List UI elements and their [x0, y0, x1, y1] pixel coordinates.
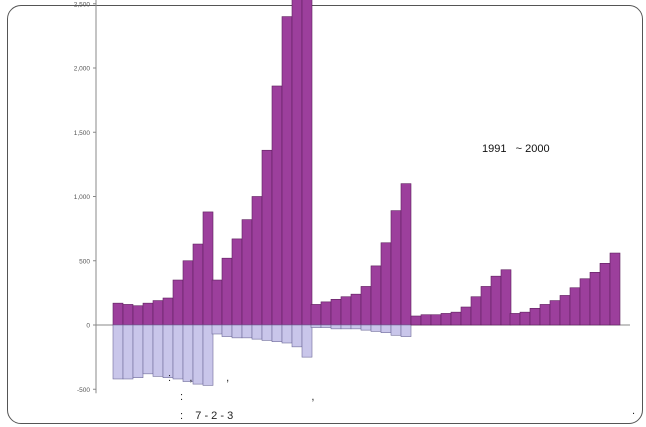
- bar-group1-pos-5: [152, 300, 164, 326]
- bar-group3-neg-10: [400, 324, 412, 337]
- bar-group4-pos-7: [470, 296, 482, 326]
- trailing-mark: .: [632, 405, 636, 417]
- bar-group5-pos-2: [519, 311, 531, 326]
- bar-group1-neg-5: [152, 324, 164, 377]
- bar-group3-neg-1: [310, 324, 322, 328]
- bar-group2-pos-3: [231, 238, 243, 326]
- bar-group2-neg-9: [291, 324, 303, 348]
- bar-group3-neg-3: [330, 324, 342, 330]
- bar-group4-pos-9: [490, 275, 502, 326]
- bar-group3-pos-10: [400, 183, 412, 326]
- bar-group4-pos-5: [450, 311, 462, 326]
- bar-group2-neg-2: [221, 324, 233, 337]
- bar-group2-pos-10: [301, 0, 313, 326]
- bar-group5-pos-9: [589, 272, 601, 326]
- bar-group1-pos-3: [132, 305, 144, 326]
- bar-group1-neg-10: [202, 324, 214, 386]
- bar-group2-neg-7: [271, 324, 283, 343]
- bar-group1-pos-4: [142, 302, 154, 326]
- bar-group5-pos-3: [529, 307, 541, 326]
- bar-group1-neg-6: [162, 324, 174, 378]
- bar-group1-pos-9: [192, 243, 204, 326]
- bar-group2-neg-4: [241, 324, 253, 339]
- bar-group1-neg-4: [142, 324, 154, 375]
- bar-group4-pos-2: [420, 314, 432, 326]
- bar-group1-pos-10: [202, 211, 214, 326]
- bar-group3-pos-7: [370, 265, 382, 326]
- bar-group5-pos-7: [569, 287, 581, 326]
- y-tick-label-9: 0: [86, 323, 90, 330]
- bar-group4-pos-3: [430, 314, 442, 326]
- bar-group3-neg-5: [350, 324, 362, 330]
- bar-group2-neg-8: [281, 324, 293, 344]
- bar-group3-pos-8: [380, 242, 392, 326]
- bar-group3-pos-2: [320, 301, 332, 326]
- bar-group5-pos-8: [579, 278, 591, 326]
- bar-group3-pos-4: [340, 296, 352, 326]
- bar-group1-pos-1: [112, 302, 124, 326]
- y-tick-label-10: -500: [77, 387, 90, 394]
- bar-group4-pos-6: [460, 306, 472, 326]
- bar-group3-pos-3: [330, 298, 342, 326]
- bar-group1-pos-7: [172, 279, 184, 326]
- bar-group3-pos-5: [350, 293, 362, 326]
- bar-group2-pos-9: [291, 0, 303, 326]
- bar-group4-pos-10: [500, 269, 512, 326]
- bar-group4-pos-4: [440, 313, 452, 326]
- bar-group1-neg-3: [132, 324, 144, 378]
- bar-group2-pos-2: [221, 257, 233, 326]
- bar-group4-pos-1: [410, 315, 422, 326]
- bar-group1-pos-8: [182, 260, 194, 326]
- y-tick-label-8: 500: [79, 258, 90, 265]
- source-note-line-1: : , ,: [168, 372, 230, 384]
- bar-group4-pos-8: [480, 286, 492, 326]
- bar-group2-neg-1: [211, 324, 223, 335]
- bar-group2-pos-7: [271, 85, 283, 326]
- bar-group2-neg-10: [301, 324, 313, 358]
- bar-group3-neg-2: [320, 324, 332, 328]
- bar-group2-pos-6: [261, 149, 273, 326]
- bar-group3-neg-9: [390, 324, 402, 336]
- bar-group1-pos-6: [162, 297, 174, 326]
- bar-group2-pos-8: [281, 16, 293, 326]
- bar-group2-pos-4: [241, 219, 253, 326]
- source-note-line-2: : ,: [180, 391, 315, 403]
- bar-group3-neg-8: [380, 324, 392, 334]
- bar-group5-pos-10: [599, 263, 611, 326]
- bar-group1-neg-7: [172, 324, 184, 380]
- bar-group3-pos-1: [310, 304, 322, 326]
- source-note-line-3: : 7 - 2 - 3: [180, 410, 234, 422]
- bar-group5-pos-1: [509, 313, 521, 326]
- bar-group1-neg-1: [112, 324, 124, 380]
- y-tick-label-7: 1,000: [74, 194, 91, 201]
- bar-group3-neg-6: [360, 324, 372, 331]
- bar-group5-pos-11: [609, 252, 621, 326]
- y-tick-label-6: 1,500: [74, 130, 91, 137]
- bar-group5-pos-5: [549, 300, 561, 326]
- bar-group2-neg-5: [251, 324, 263, 340]
- bar-group3-pos-6: [360, 286, 372, 326]
- bar-group2-pos-5: [251, 196, 263, 326]
- bar-group5-pos-4: [539, 304, 551, 326]
- bar-group2-neg-6: [261, 324, 273, 341]
- bar-group1-pos-2: [122, 304, 134, 326]
- y-tick-label-4: 2,500: [74, 1, 91, 8]
- bar-group2-neg-3: [231, 324, 243, 339]
- bar-group2-pos-1: [211, 279, 223, 326]
- bar-group5-pos-6: [559, 295, 571, 326]
- period-label: 1991 ~ 2000: [482, 143, 550, 155]
- bar-group3-neg-7: [370, 324, 382, 332]
- y-tick-label-5: 2,000: [74, 66, 91, 73]
- chart-frame: [7, 5, 643, 424]
- bar-group3-pos-9: [390, 210, 402, 326]
- bar-group3-neg-4: [340, 324, 352, 330]
- bar-group1-neg-2: [122, 324, 134, 380]
